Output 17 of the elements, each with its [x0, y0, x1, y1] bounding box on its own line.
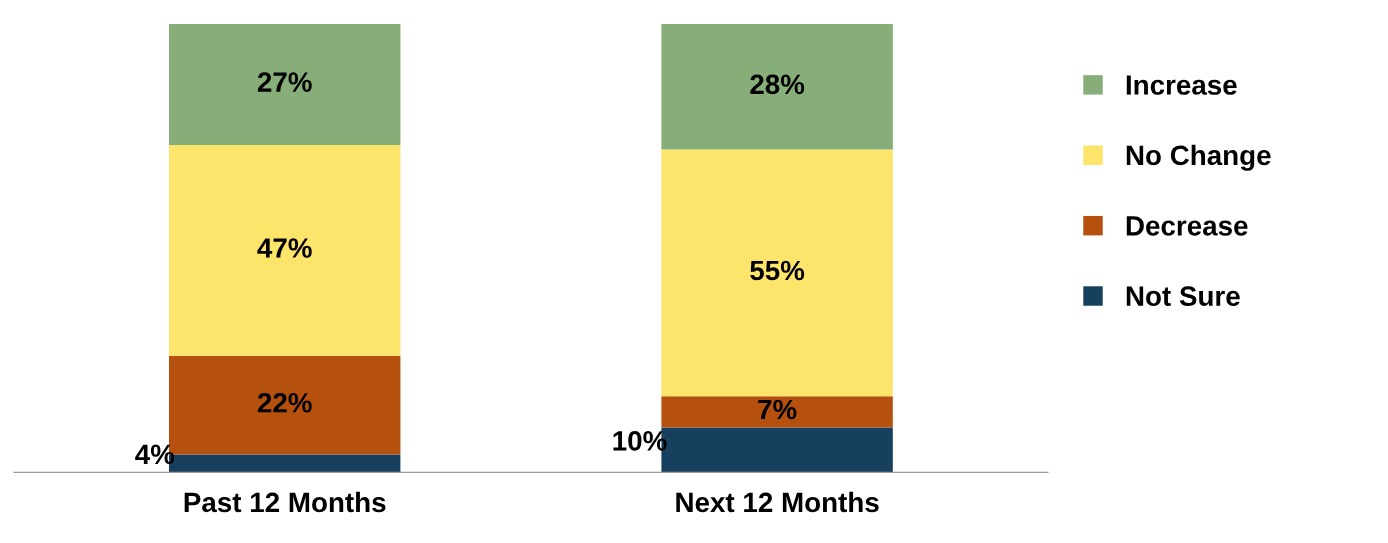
bar — [661, 149, 893, 397]
legend-label: Decrease — [1126, 216, 1248, 236]
bar — [661, 396, 893, 428]
data-label: 47% — [257, 238, 312, 258]
data-label: 22% — [257, 392, 312, 413]
bar — [661, 23, 893, 150]
data-label: 55% — [750, 260, 805, 281]
bar — [168, 23, 401, 146]
data-label: 28% — [750, 74, 805, 95]
legend-label: Not Sure — [1126, 286, 1240, 307]
bar — [168, 145, 401, 356]
data-label: 27% — [257, 72, 312, 92]
legend-label: No Change — [1126, 144, 1271, 171]
legend-label: Increase — [1126, 75, 1237, 95]
x-tick-label: Next 12 Months — [676, 491, 879, 513]
x-tick-label: Past 12 Months — [184, 491, 386, 513]
data-label: 7% — [758, 399, 797, 420]
